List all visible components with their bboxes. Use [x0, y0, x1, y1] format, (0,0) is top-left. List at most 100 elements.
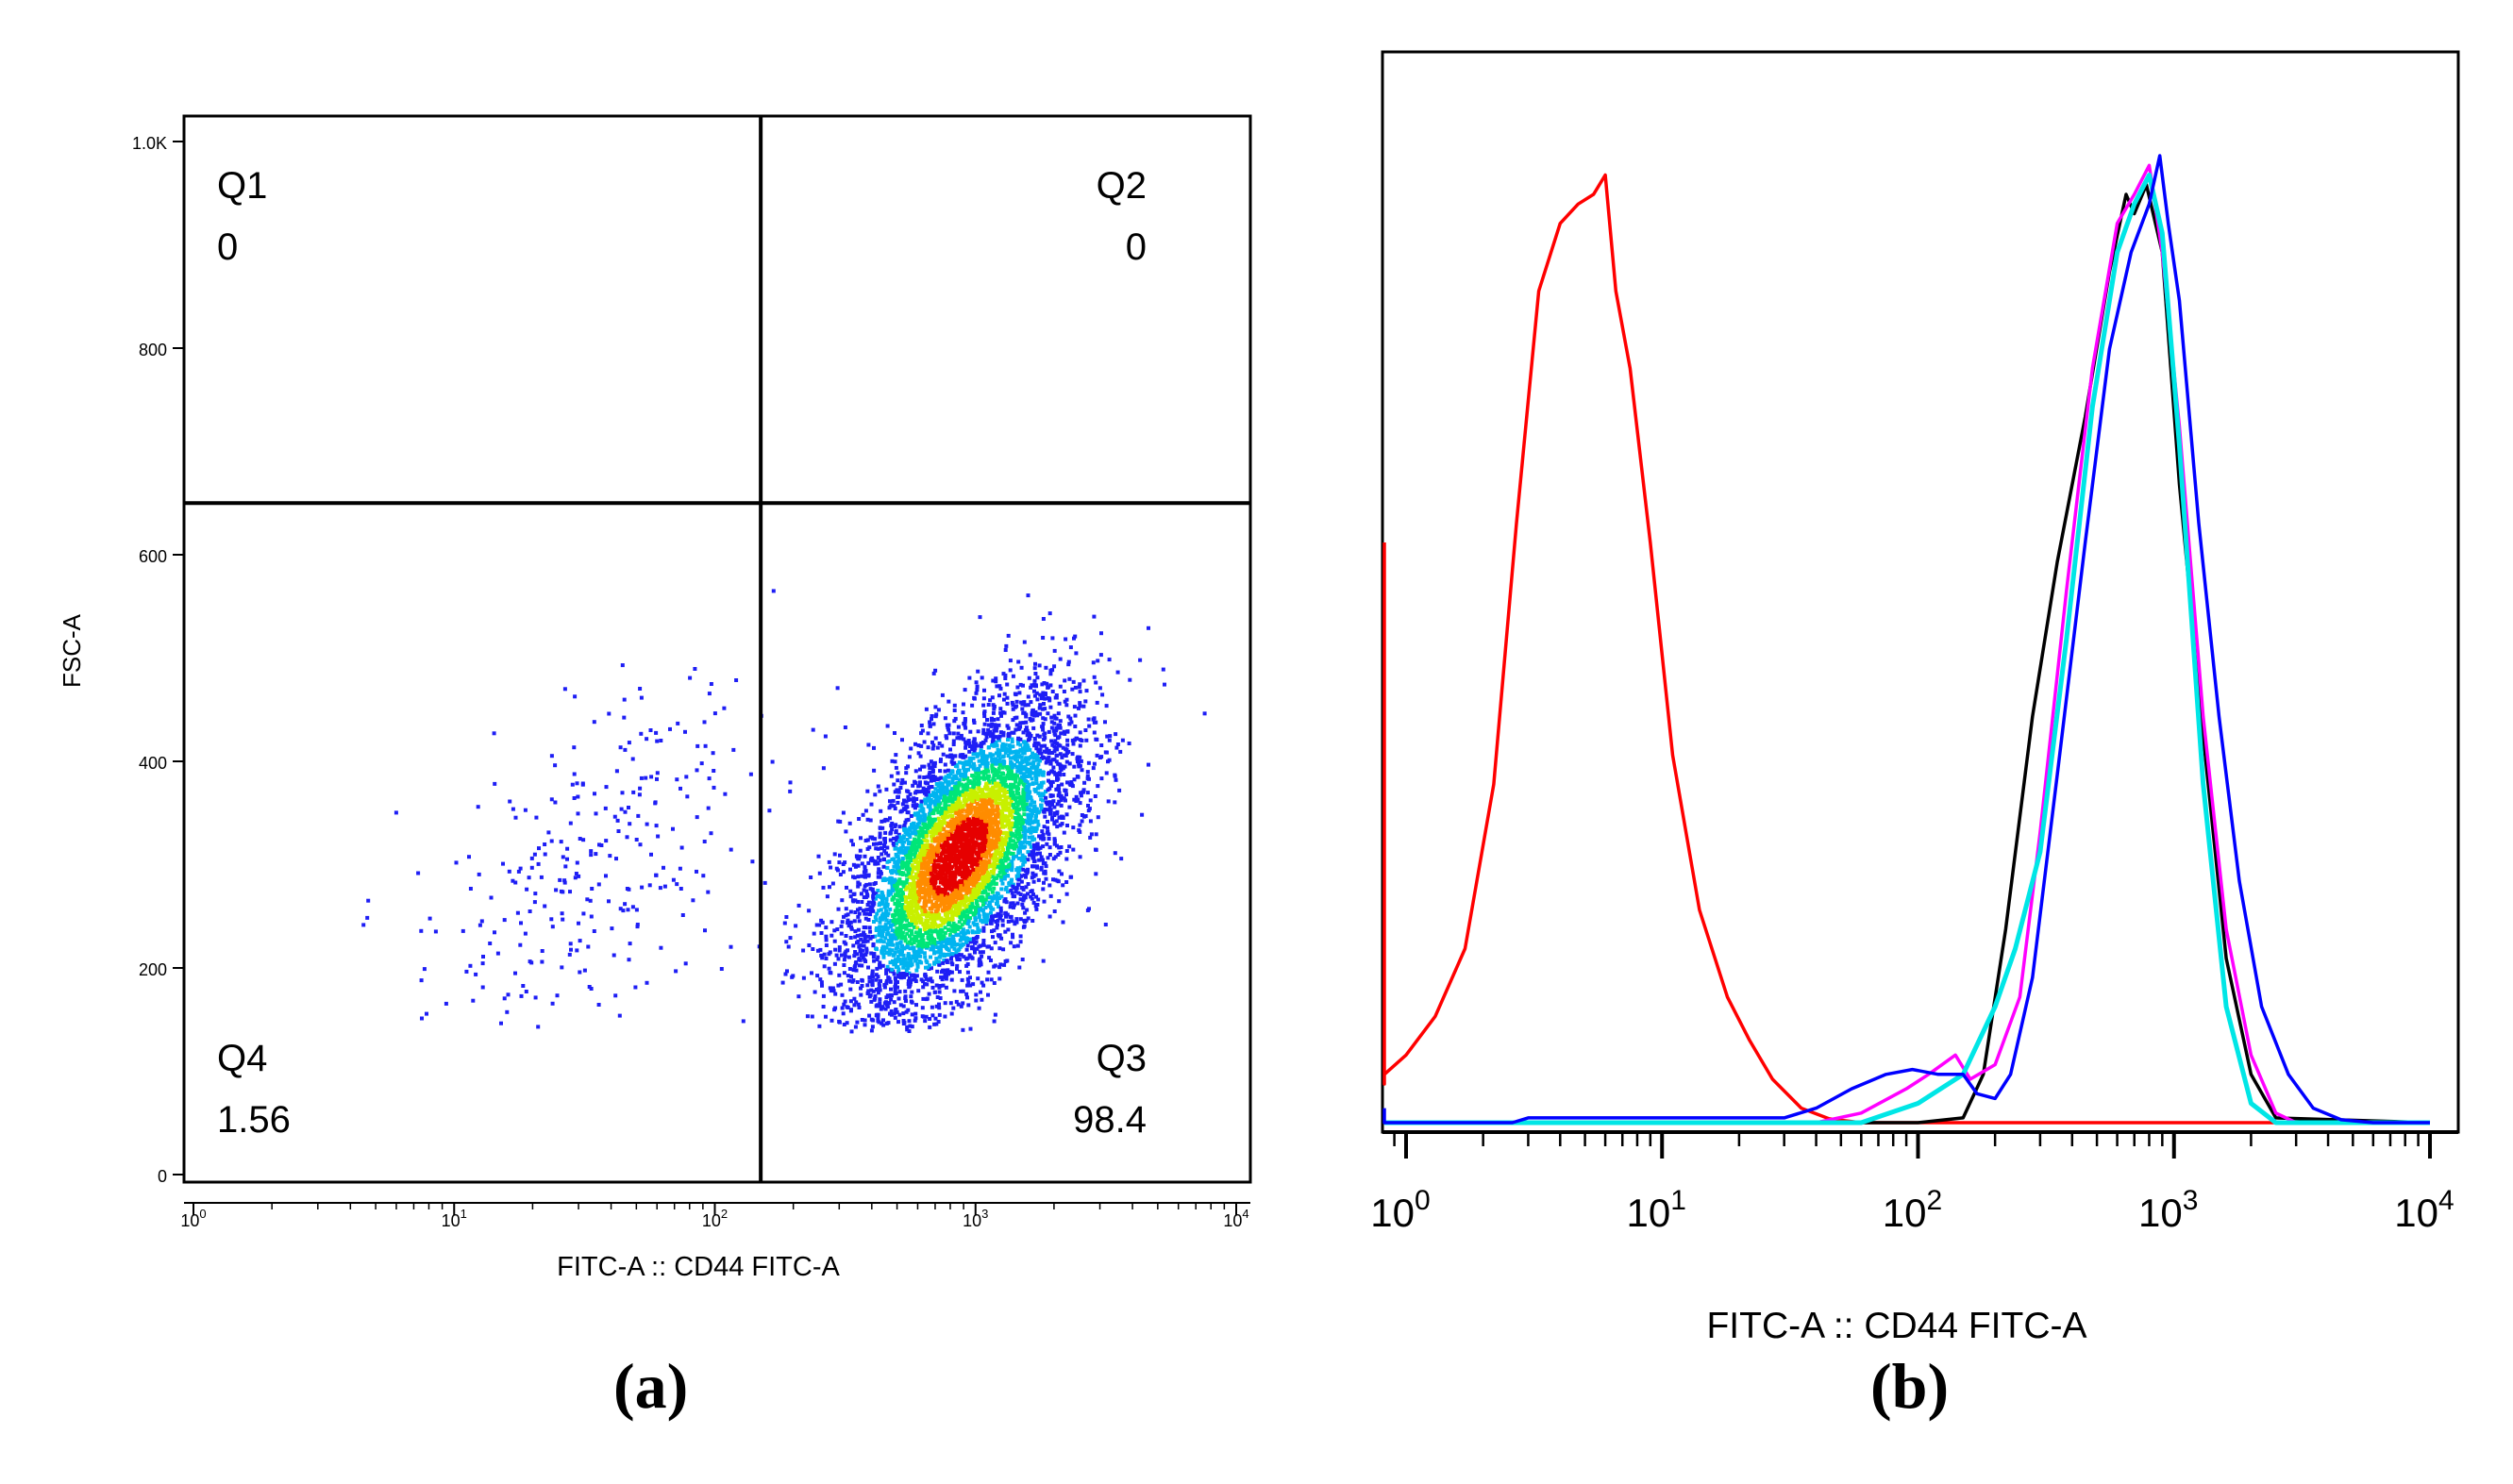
scatter-point — [895, 907, 899, 911]
scatter-point — [997, 797, 1002, 802]
scatter-point — [1025, 780, 1030, 785]
scatter-point — [1038, 692, 1043, 697]
scatter-point — [1060, 755, 1064, 759]
scatter-point — [865, 992, 870, 995]
scatter-point — [973, 859, 978, 864]
scatter-point — [848, 894, 853, 899]
scatter-point — [955, 832, 960, 837]
scatter-point — [1034, 826, 1039, 831]
scatter-point — [1094, 832, 1098, 837]
scatter-point — [922, 818, 927, 823]
scatter-point — [889, 937, 894, 942]
scatter-point — [841, 810, 846, 815]
scatter-point — [971, 752, 976, 757]
scatter-point — [975, 684, 980, 689]
scatter-point — [1020, 958, 1025, 961]
scatter-point — [1011, 674, 1015, 678]
scatter-point — [932, 990, 937, 994]
scatter-point — [952, 821, 957, 825]
scatter-point — [1011, 793, 1015, 797]
scatter-point — [1043, 736, 1047, 741]
scatter-point — [901, 1022, 906, 1025]
scatter-point — [1048, 800, 1052, 805]
scatter-point — [906, 960, 911, 965]
scatter-point — [965, 976, 970, 981]
scatter-point — [1039, 696, 1044, 701]
scatter-point — [931, 886, 936, 891]
scatter-point — [949, 977, 954, 982]
scatter-point — [981, 696, 986, 701]
scatter-point — [1024, 756, 1029, 760]
scatter-point — [844, 829, 848, 834]
scatter-point — [871, 975, 876, 979]
scatter-point — [917, 880, 922, 885]
scatter-point — [1020, 853, 1025, 858]
scatter-point — [951, 742, 956, 746]
scatter-point — [839, 982, 844, 987]
scatter-point — [1005, 853, 1010, 858]
scatter-point — [930, 944, 935, 949]
scatter-point — [1038, 793, 1043, 798]
scatter-point — [1016, 726, 1021, 731]
scatter-point — [875, 958, 880, 962]
scatter-point — [1119, 857, 1124, 861]
scatter-point — [998, 686, 1003, 691]
scatter-point — [848, 909, 853, 914]
scatter-point — [1080, 819, 1084, 824]
scatter-point — [1024, 767, 1029, 772]
scatter-point — [1088, 819, 1093, 824]
scatter-point — [941, 826, 946, 831]
scatter-point — [992, 790, 997, 794]
scatter-point — [904, 818, 909, 823]
scatter-point — [872, 745, 876, 750]
scatter-point — [1021, 906, 1026, 910]
scatter-point — [1001, 733, 1006, 738]
scatter-point — [1030, 850, 1035, 855]
scatter-point — [935, 945, 940, 950]
scatter-point — [873, 915, 878, 920]
scatter-point — [874, 926, 879, 930]
scatter-point — [839, 924, 844, 928]
scatter-point — [1018, 682, 1023, 687]
scatter-point — [930, 966, 933, 971]
scatter-point — [949, 823, 954, 827]
scatter-point — [1018, 892, 1023, 897]
scatter-point — [890, 858, 895, 861]
scatter-point — [1046, 788, 1050, 792]
scatter-point — [863, 1018, 867, 1023]
scatter-point — [878, 960, 882, 965]
scatter-point — [967, 925, 972, 929]
scatter-point — [1057, 791, 1062, 795]
scatter-point — [897, 1012, 902, 1017]
scatter-point — [910, 831, 914, 836]
scatter-point — [872, 952, 877, 957]
scatter-point — [991, 753, 996, 758]
scatter-point — [1113, 774, 1117, 778]
scatter-point — [1027, 757, 1031, 761]
scatter-point — [980, 863, 985, 868]
scatter-point — [1058, 725, 1063, 730]
scatter-point — [1014, 854, 1018, 859]
scatter-point — [904, 885, 909, 890]
scatter-point — [817, 1024, 822, 1028]
scatter-point — [899, 961, 903, 966]
scatter-point — [994, 801, 998, 806]
scatter-point — [1003, 929, 1008, 934]
scatter-point — [1031, 820, 1036, 825]
scatter-point — [1029, 802, 1033, 807]
scatter-point — [896, 869, 901, 874]
scatter-point — [866, 918, 871, 922]
scatter-point — [998, 829, 1003, 834]
scatter-point — [1031, 759, 1036, 764]
scatter-point — [1006, 919, 1011, 924]
scatter-point — [1056, 736, 1060, 741]
scatter-point — [962, 755, 966, 759]
scatter-point — [827, 966, 831, 971]
scatter-point — [1006, 846, 1011, 851]
scatter-point — [985, 944, 990, 949]
scatter-point — [941, 943, 946, 948]
scatter-point — [915, 911, 920, 916]
scatter-point — [878, 825, 882, 830]
scatter-point — [888, 907, 893, 911]
scatter-point — [1014, 920, 1019, 925]
